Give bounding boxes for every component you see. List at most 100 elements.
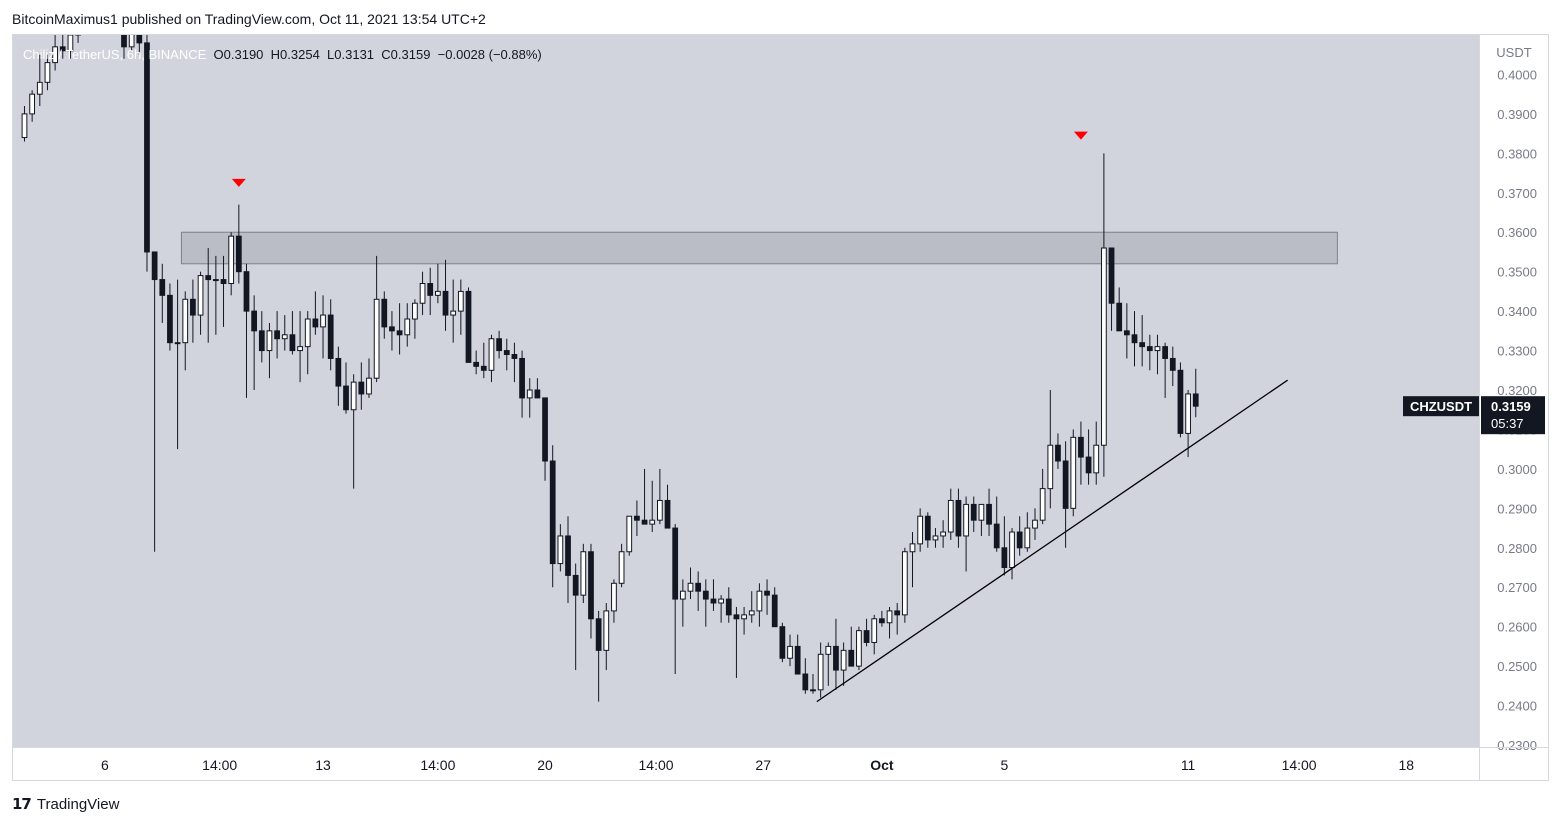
candle-body: [251, 310, 258, 332]
candle: [235, 204, 242, 284]
tradingview-logo-icon: 17: [12, 795, 32, 813]
candle: [572, 563, 579, 671]
candle-body: [679, 590, 686, 600]
candle-body: [1039, 488, 1046, 521]
x-tick-label: 14:00: [639, 757, 674, 773]
candle: [503, 338, 510, 371]
candle: [396, 303, 403, 355]
candle: [649, 480, 656, 533]
candle: [833, 618, 839, 690]
candle-body: [840, 649, 847, 671]
candle: [955, 488, 962, 548]
x-tick-label: 27: [755, 757, 771, 773]
candle-body: [725, 598, 732, 616]
y-tick-label: 0.4000: [1497, 67, 1537, 82]
candle-body: [1185, 393, 1191, 434]
candle: [756, 583, 763, 627]
candle-body: [1146, 346, 1153, 352]
y-tick-label: 0.3800: [1497, 146, 1537, 161]
candle: [588, 543, 594, 639]
candle: [549, 445, 556, 588]
y-tick-label: 0.3400: [1497, 304, 1537, 319]
candle-body: [182, 298, 189, 344]
candle-body: [1062, 460, 1069, 509]
candle: [817, 642, 824, 698]
plot-background: [13, 35, 1479, 747]
candle: [182, 291, 189, 371]
x-tick-label: 5: [1000, 757, 1008, 773]
candle-body: [970, 503, 977, 521]
candle-body: [848, 649, 855, 667]
candle-body: [756, 590, 763, 612]
candle-body: [1001, 547, 1008, 569]
publisher-line: BitcoinMaximus1 published on TradingView…: [12, 11, 486, 27]
candle-body: [389, 326, 395, 332]
footer-brand[interactable]: 17 TradingView: [12, 795, 119, 813]
candle: [940, 520, 946, 548]
candle: [274, 311, 280, 359]
candle: [389, 311, 395, 351]
candle: [381, 291, 388, 339]
candle-body: [588, 551, 594, 620]
candle-body: [457, 290, 464, 312]
candle: [1177, 362, 1184, 438]
candle: [519, 350, 525, 418]
candle-body: [1070, 436, 1077, 509]
candle: [1085, 429, 1092, 485]
rejection-marker-icon: [231, 178, 246, 187]
candle: [978, 503, 985, 536]
candle: [863, 618, 870, 647]
candle: [733, 606, 740, 678]
candle: [718, 595, 724, 623]
candle: [947, 488, 954, 540]
candle-body: [886, 610, 893, 624]
candle-body: [297, 346, 303, 352]
candle: [526, 378, 533, 418]
candle-body: [1154, 346, 1161, 352]
candle: [427, 267, 434, 316]
candle: [1116, 287, 1123, 332]
last-price-tag: CHZUSDT 0.3159 05:37: [1403, 396, 1545, 435]
candle: [297, 311, 303, 383]
candle-body: [29, 93, 36, 115]
candle: [634, 500, 640, 536]
candle: [1016, 516, 1023, 556]
candle: [1101, 153, 1107, 477]
candle-body: [741, 614, 747, 620]
candle-body: [52, 46, 58, 64]
candle: [320, 295, 326, 359]
candle: [542, 397, 548, 481]
x-tick-label: 6: [101, 757, 109, 773]
candle: [1047, 390, 1054, 509]
candle-body: [274, 330, 280, 340]
candle: [748, 591, 755, 623]
low-label: L: [327, 47, 334, 62]
candle: [404, 303, 411, 347]
y-tick-label: 0.2900: [1497, 501, 1537, 516]
candle-body: [1101, 247, 1107, 446]
candle: [289, 311, 296, 355]
candle-body: [1123, 330, 1130, 336]
candle-body: [1162, 346, 1169, 359]
candle-body: [894, 610, 901, 616]
candle: [151, 251, 158, 552]
candle: [480, 342, 487, 379]
candle: [917, 508, 924, 552]
candle: [741, 606, 747, 635]
candle-body: [59, 46, 66, 52]
candle-body: [810, 689, 816, 692]
candle: [488, 334, 495, 383]
change-value: −0.0028 (−0.88%): [438, 47, 542, 62]
candle-body: [856, 630, 862, 667]
candle: [205, 248, 212, 343]
candle-body: [1108, 247, 1115, 304]
low-value: 0.3131: [334, 47, 374, 62]
candle-body: [519, 357, 525, 399]
chart-pane[interactable]: USDT 0.4000 0.3900 0.3800 0.3700 0.3600 0.3500…: [12, 34, 1549, 781]
candle: [932, 528, 939, 548]
candle-body: [228, 235, 235, 285]
candlestick-chart[interactable]: USDT 0.4000 0.3900 0.3800 0.3700 0.3600 0.3500…: [13, 35, 1548, 780]
y-tick-label: 0.3900: [1497, 107, 1537, 122]
candle: [603, 603, 610, 671]
candle: [159, 263, 166, 323]
